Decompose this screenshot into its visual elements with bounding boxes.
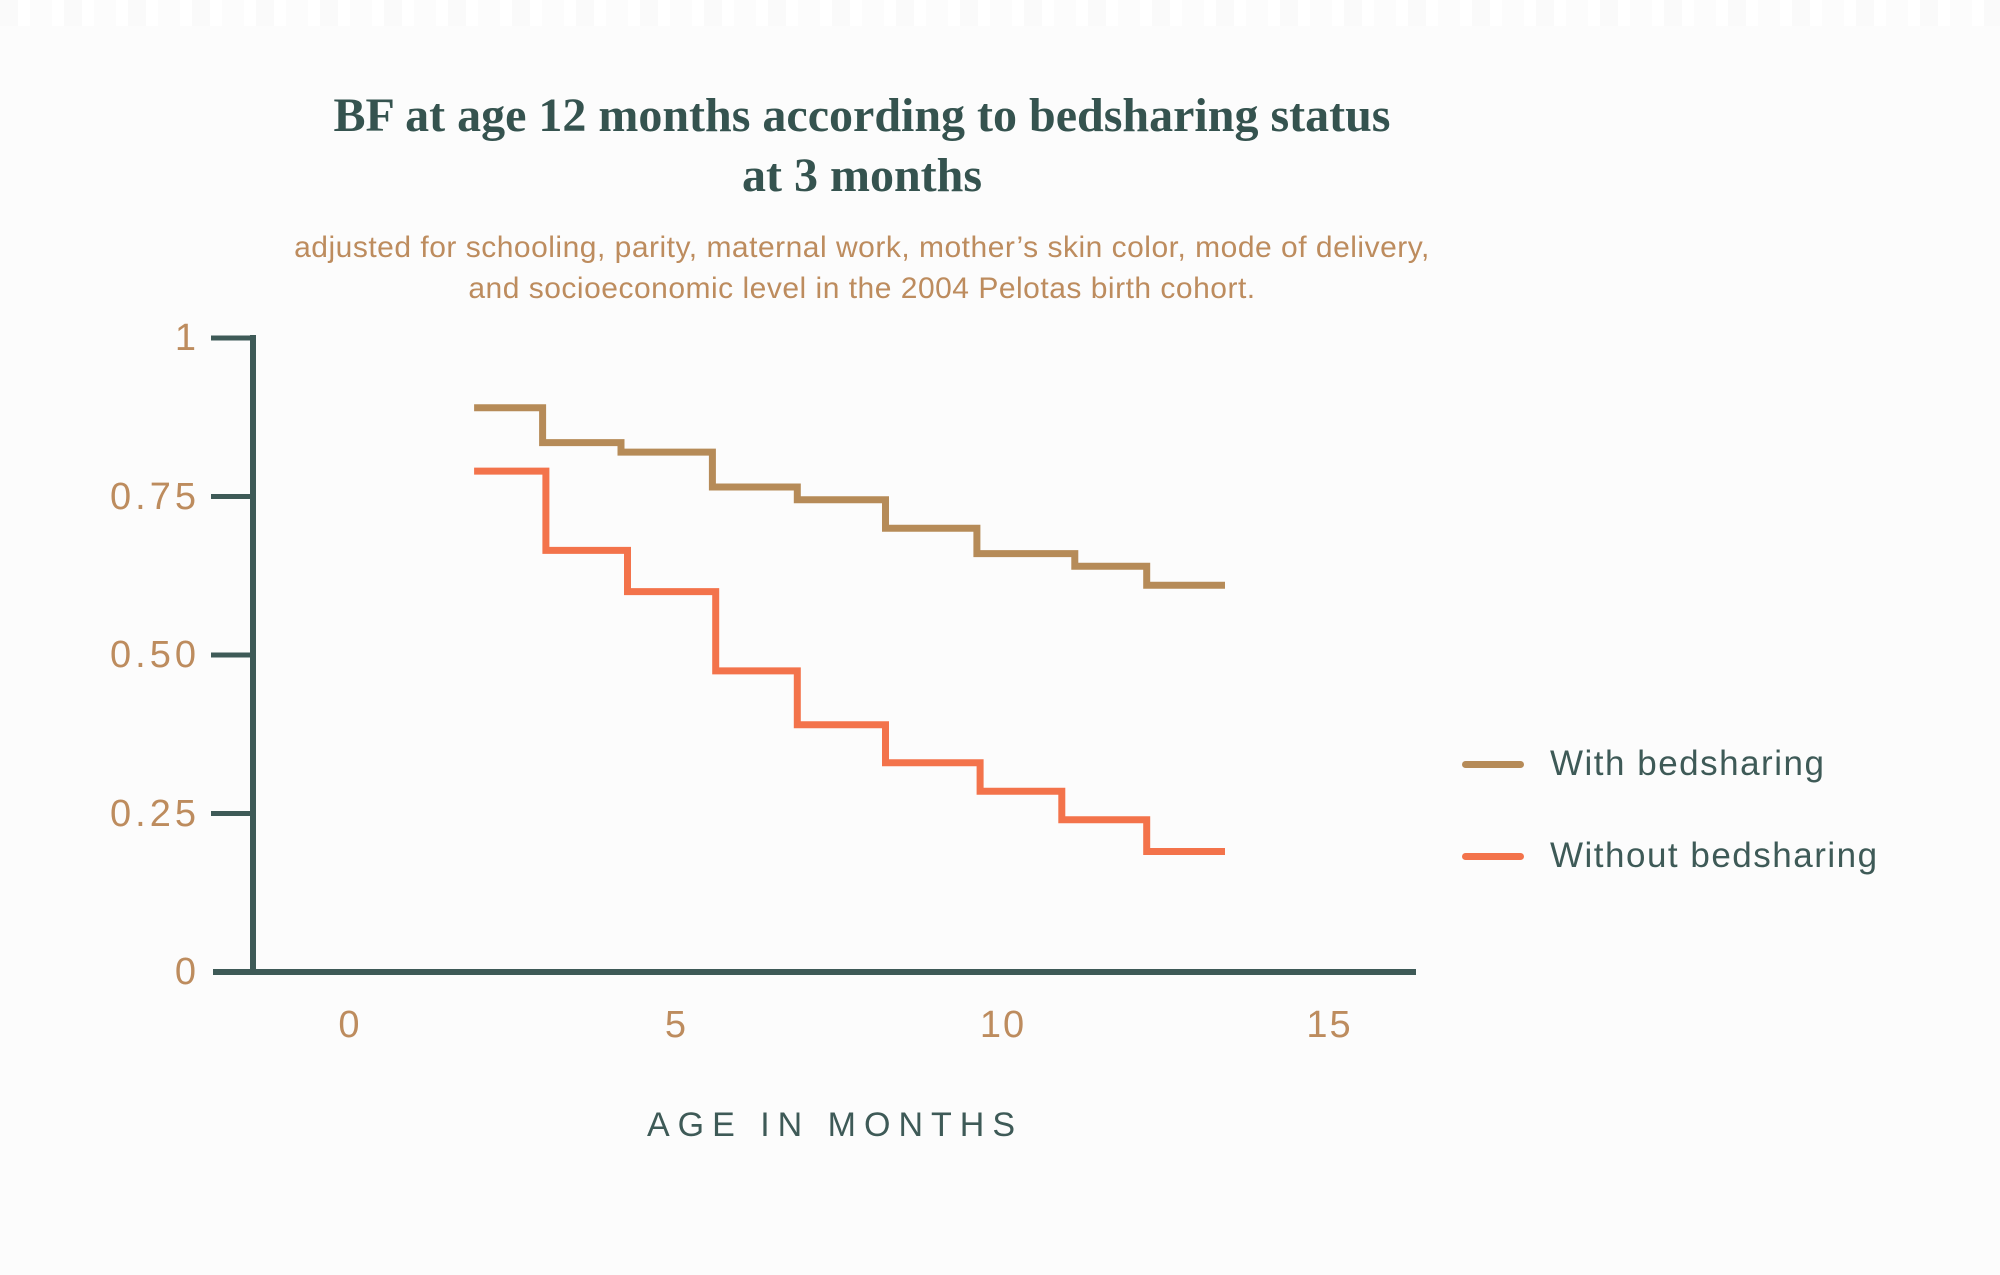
legend-label-without-bedsharing: Without bedsharing	[1550, 836, 1879, 875]
legend: With bedsharing Without bedsharing	[1462, 744, 1879, 876]
x-tick-label: 10	[979, 1004, 1027, 1046]
x-tick-label: 0	[338, 1004, 362, 1046]
series-line-with-bedsharing	[474, 404, 1225, 589]
y-tick-label: 0.75	[110, 475, 200, 518]
legend-label-with-bedsharing: With bedsharing	[1550, 744, 1826, 783]
series-line-without-bedsharing	[474, 467, 1225, 855]
page-title: BF at age 12 months according to bedshar…	[333, 89, 1391, 202]
chart-header: BF at age 12 months according to bedshar…	[237, 86, 1487, 309]
y-tick-label: 1	[174, 317, 200, 359]
x-axis-title: AGE IN MONTHS	[646, 1106, 1024, 1144]
legend-swatch-with-bedsharing-icon	[1462, 760, 1524, 768]
legend-item-without-bedsharing: Without bedsharing	[1462, 836, 1879, 876]
y-tick-label: 0.25	[110, 792, 200, 835]
legend-item-with-bedsharing: With bedsharing	[1462, 744, 1879, 784]
top-noise-strip	[0, 0, 2000, 26]
page-subtitle: adjusted for schooling, parity, maternal…	[294, 231, 1430, 305]
x-tick-label: 5	[664, 1004, 689, 1046]
legend-swatch-without-bedsharing-icon	[1462, 852, 1524, 860]
y-tick-label: 0.50	[110, 634, 200, 676]
y-tick-label: 0	[174, 951, 200, 993]
x-tick-label: 15	[1306, 1004, 1353, 1046]
